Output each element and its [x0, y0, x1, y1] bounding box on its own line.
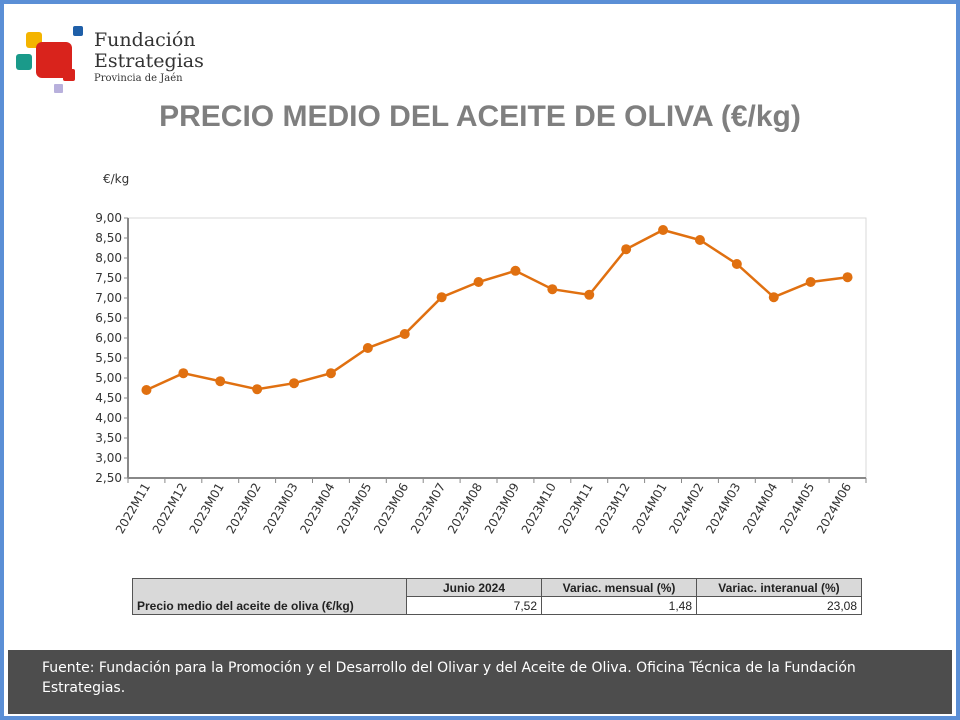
data-point [842, 272, 853, 283]
x-tick-label: 2023M12 [593, 481, 633, 537]
y-tick-label: 3,50 [95, 431, 122, 445]
x-tick-label: 2023M04 [297, 481, 337, 537]
logo-line2: Estrategias [94, 50, 204, 72]
data-point [215, 376, 226, 387]
data-point [289, 378, 300, 389]
y-tick-label: 8,50 [95, 231, 122, 245]
value-yearly-change: 23,08 [696, 596, 862, 615]
source-text: Fuente: Fundación para la Promoción y el… [42, 660, 856, 696]
x-tick-label: 2022M11 [113, 481, 153, 537]
x-tick-label: 2023M02 [224, 481, 264, 537]
y-tick-label: 4,00 [95, 411, 122, 425]
y-axis-unit: €/kg [103, 172, 130, 186]
footer-bar: Fuente: Fundación para la Promoción y el… [8, 650, 952, 714]
y-tick-label: 8,00 [95, 251, 122, 265]
plot-area [127, 217, 867, 479]
data-point [621, 244, 632, 255]
x-tick-label: 2024M06 [814, 481, 854, 537]
y-tick-label: 4,50 [95, 391, 122, 405]
data-point [731, 259, 742, 269]
logo-mark [16, 26, 83, 93]
x-tick-label: 2024M01 [629, 481, 669, 537]
x-tick-label: 2024M03 [703, 481, 743, 537]
y-tick-label: 6,50 [95, 311, 122, 325]
summary-table: Precio medio del aceite de oliva (€/kg) … [132, 578, 862, 615]
data-point [768, 292, 779, 303]
x-tick-label: 2023M06 [371, 481, 411, 537]
data-point [473, 277, 484, 287]
data-point [436, 292, 447, 303]
series-line [145, 228, 848, 392]
data-point [178, 368, 189, 379]
header-yearly-change: Variac. interanual (%) [696, 578, 862, 597]
x-tick-label: 2024M05 [777, 481, 817, 537]
y-tick-label: 5,50 [95, 351, 122, 365]
logo-line3: Provincia de Jaén [94, 73, 183, 84]
logo-line1: Fundación [94, 29, 196, 51]
logo-text: Fundación Estrategias Provincia de Jaén [94, 30, 204, 86]
x-tick-label: 2023M07 [408, 481, 448, 537]
x-tick-label: 2024M02 [666, 481, 706, 537]
data-point [658, 225, 669, 235]
x-tick-label: 2023M10 [519, 481, 559, 537]
x-tick-label: 2023M09 [482, 481, 522, 537]
data-point [141, 385, 152, 395]
x-tick-label: 2023M08 [445, 481, 485, 537]
data-point [805, 277, 816, 287]
y-tick-label: 3,00 [95, 451, 122, 465]
data-point [510, 265, 521, 276]
y-tick-label: 7,50 [95, 271, 122, 285]
data-point [399, 329, 410, 339]
row-label: Precio medio del aceite de oliva (€/kg) [132, 578, 407, 615]
value-monthly-change: 1,48 [541, 596, 697, 615]
data-point [252, 384, 263, 395]
data-point [325, 368, 336, 379]
line-chart: 2,50 3,00 3,50 4,00 4,50 5,00 5,50 6,00 6,50 7,00… [95, 211, 867, 537]
y-tick-label: 2,50 [95, 471, 122, 485]
data-point [694, 235, 705, 245]
y-tick-label: 5,00 [95, 371, 122, 385]
y-tick-label: 6,00 [95, 331, 122, 345]
x-tick-label: 2023M05 [334, 481, 374, 537]
data-point [584, 289, 595, 300]
chart-title: PRECIO MEDIO DEL ACEITE DE OLIVA (€/kg) [159, 100, 801, 133]
header-monthly-change: Variac. mensual (%) [541, 578, 697, 597]
data-point [362, 343, 373, 353]
x-tick-label: 2023M03 [260, 481, 300, 537]
header-month: Junio 2024 [406, 578, 542, 597]
value-price: 7,52 [406, 596, 542, 615]
y-tick-label: 7,00 [95, 291, 122, 305]
data-point [547, 284, 558, 295]
x-tick-label: 2024M04 [740, 481, 780, 537]
x-tick-label: 2022M12 [150, 481, 190, 537]
y-tick-label: 9,00 [95, 211, 122, 225]
x-tick-label: 2023M11 [556, 481, 596, 537]
x-tick-label: 2023M01 [187, 481, 227, 537]
